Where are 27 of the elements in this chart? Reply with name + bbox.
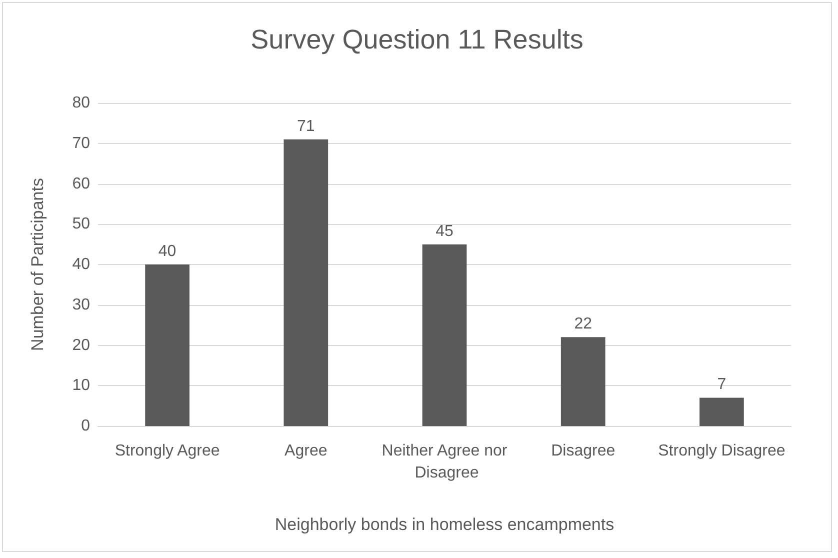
data-label: 7 [717, 376, 726, 394]
y-tick-label: 50 [72, 216, 90, 233]
x-axis-title: Neighborly bonds in homeless encampments [274, 515, 614, 534]
y-tick-label: 80 [72, 94, 90, 112]
x-tick-label: Disagree [551, 442, 616, 460]
y-tick-label: 0 [81, 418, 90, 434]
bar [422, 244, 467, 426]
y-axis-title: Number of Participants [28, 178, 47, 351]
x-tick-label: Neither Agree nor Disagree [382, 442, 508, 482]
x-tick-label: Strongly Disagree [658, 442, 786, 460]
y-tick-label: 70 [72, 134, 90, 152]
y-tick-label: 40 [72, 256, 90, 273]
data-label: 45 [436, 222, 454, 240]
bar [145, 264, 190, 426]
x-tick-label: Strongly Agree [114, 442, 220, 460]
y-tick-label: 30 [72, 296, 90, 314]
bar [560, 337, 606, 426]
bar [284, 139, 328, 426]
y-tick-label: 60 [72, 175, 90, 192]
x-tick-label: Agree [284, 442, 328, 460]
y-tick-label: 10 [72, 377, 90, 394]
bar [700, 398, 744, 426]
y-tick-label: 20 [72, 336, 90, 354]
data-label: 22 [574, 316, 592, 333]
data-label: 71 [297, 118, 315, 135]
chart-title: Survey Question 11 Results [250, 24, 584, 54]
data-label: 40 [158, 243, 176, 260]
